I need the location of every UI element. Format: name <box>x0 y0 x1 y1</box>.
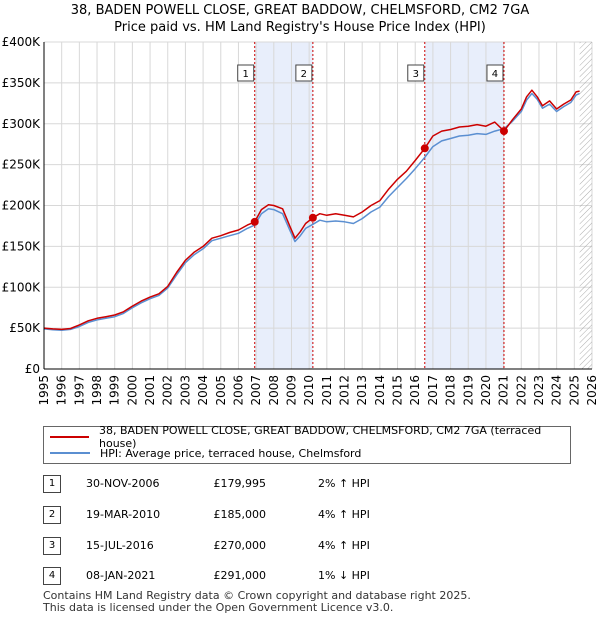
marker-number: 3 <box>413 69 419 80</box>
price-paid-line <box>43 89 580 331</box>
legend-swatch-price <box>50 436 89 438</box>
x-tick-label: 1997 <box>72 375 86 406</box>
x-tick-label: 2002 <box>161 375 175 406</box>
x-tick-label: 2015 <box>391 375 405 406</box>
x-tick-label: 2003 <box>178 375 192 406</box>
x-tick-label: 2013 <box>355 375 369 406</box>
price-chart: 1 2 3 4 £0 £50K £100K £150K £200K £250K £300K £350… <box>2 35 599 406</box>
marker-label-1: 1 <box>237 64 255 82</box>
transaction-row: 3 15-JUL-2016 £270,000 4% ↑ HPI <box>0 535 600 559</box>
legend-label-price: 38, BADEN POWELL CLOSE, GREAT BADDOW, CH… <box>99 424 542 450</box>
marker-box <box>237 64 255 82</box>
x-tick-label: 2005 <box>214 375 228 406</box>
transaction-number: 2 <box>43 506 61 524</box>
x-tick-label: 2011 <box>320 375 334 406</box>
y-tick-label: £400K <box>2 35 42 49</box>
x-tick-label: 2025 <box>567 375 581 406</box>
legend-swatch-hpi <box>50 452 90 454</box>
x-tick-label: 2006 <box>231 375 245 406</box>
sale-point-3 <box>420 144 429 153</box>
transaction-date: 30-NOV-2006 <box>86 477 160 490</box>
y-tick-label: £200K <box>2 199 42 213</box>
x-tick-label: 2008 <box>267 375 281 406</box>
chart-legend: 38, BADEN POWELL CLOSE, GREAT BADDOW, CH… <box>43 424 571 464</box>
x-tick-label: 2023 <box>532 375 546 406</box>
marker-box <box>407 64 425 82</box>
legend-label-hpi: HPI: Average price, terraced house, Chel… <box>100 446 362 460</box>
y-tick-label: £50K <box>9 321 41 335</box>
marker-label-2: 2 <box>295 64 313 82</box>
footer-attribution: Contains HM Land Registry data © Crown c… <box>43 590 471 614</box>
marker-label-4: 4 <box>486 64 504 82</box>
forecast-hatch <box>579 42 592 369</box>
transaction-row: 4 08-JAN-2021 £291,000 1% ↓ HPI <box>0 565 600 589</box>
transaction-price: £179,995 <box>213 477 267 490</box>
transaction-price: £291,000 <box>213 569 267 582</box>
transaction-hpi-diff: 1% ↓ HPI <box>318 569 370 582</box>
x-tick-label: 2012 <box>338 375 352 406</box>
x-tick-label: 2021 <box>497 375 511 406</box>
transaction-number: 1 <box>43 475 61 493</box>
marker-number: 2 <box>301 69 307 80</box>
marker-number: 4 <box>492 69 498 80</box>
x-tick-label: 1996 <box>55 375 69 406</box>
transaction-number: 3 <box>43 537 61 555</box>
transaction-number: 4 <box>43 567 61 585</box>
transaction-date: 08-JAN-2021 <box>86 569 156 582</box>
legend-item-price: 38, BADEN POWELL CLOSE, GREAT BADDOW, CH… <box>50 424 570 450</box>
footer-copyright: Contains HM Land Registry data © Crown c… <box>43 589 471 602</box>
transaction-hpi-diff: 4% ↑ HPI <box>318 539 370 552</box>
x-tick-label: 1995 <box>37 375 51 406</box>
chart-subtitle: Price paid vs. HM Land Registry's House … <box>114 20 486 35</box>
sale-point-2 <box>308 213 317 222</box>
y-tick-label: £100K <box>2 280 42 294</box>
x-tick-label: 2004 <box>196 375 210 406</box>
x-tick-label: 2020 <box>479 375 493 406</box>
marker-number: 1 <box>243 69 249 80</box>
chart-title-address: 38, BADEN POWELL CLOSE, GREAT BADDOW, CH… <box>70 3 530 18</box>
x-tick-label: 2010 <box>302 375 316 406</box>
x-tick-label: 2016 <box>408 375 422 406</box>
x-tick-label: 2000 <box>125 375 139 406</box>
marker-box <box>486 64 504 82</box>
x-tick-label: 2009 <box>284 375 298 406</box>
x-tick-label: 1999 <box>108 375 122 406</box>
y-tick-label: £350K <box>2 76 42 90</box>
marker-box <box>295 64 313 82</box>
x-tick-label: 1998 <box>90 375 104 406</box>
x-tick-label: 2007 <box>249 375 263 406</box>
transaction-hpi-diff: 4% ↑ HPI <box>318 508 370 521</box>
y-tick-label: £300K <box>2 117 42 131</box>
x-tick-label: 2014 <box>373 375 387 406</box>
x-tick-label: 2017 <box>426 375 440 406</box>
marker-label-3: 3 <box>407 64 425 82</box>
x-tick-label: 2026 <box>585 375 599 406</box>
transaction-row: 2 19-MAR-2010 £185,000 4% ↑ HPI <box>0 504 600 528</box>
x-tick-label: 2019 <box>461 375 475 406</box>
sale-point-1 <box>250 217 259 226</box>
sale-point-4 <box>499 127 508 136</box>
transaction-date: 15-JUL-2016 <box>86 539 154 552</box>
x-tick-label: 2001 <box>143 375 157 406</box>
transaction-row: 1 30-NOV-2006 £179,995 2% ↑ HPI <box>0 473 600 497</box>
transaction-hpi-diff: 2% ↑ HPI <box>318 477 370 490</box>
footer-licence: This data is licensed under the Open Gov… <box>43 601 394 614</box>
x-tick-label: 2024 <box>550 375 564 406</box>
y-tick-label: £250K <box>2 158 42 172</box>
legend-item-hpi: HPI: Average price, terraced house, Chel… <box>50 445 361 461</box>
transaction-price: £185,000 <box>213 508 267 521</box>
y-tick-label: £0 <box>25 362 40 376</box>
x-tick-label: 2022 <box>514 375 528 406</box>
transaction-date: 19-MAR-2010 <box>86 508 161 521</box>
x-tick-label: 2018 <box>444 375 458 406</box>
y-tick-label: £150K <box>2 239 42 253</box>
transaction-price: £270,000 <box>213 539 267 552</box>
